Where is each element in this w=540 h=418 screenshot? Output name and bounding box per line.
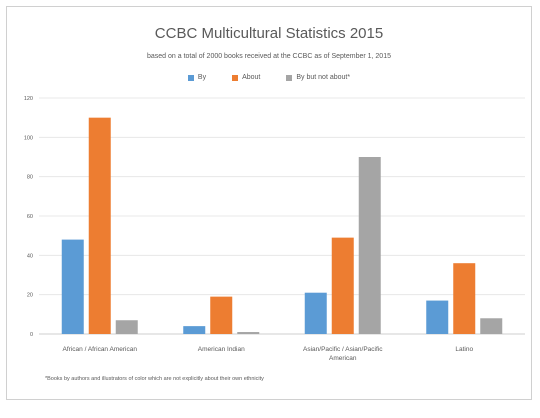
bar-bybutnotabout-3 <box>480 318 503 334</box>
bar-bybutnotabout-1 <box>237 332 260 334</box>
chart-frame: CCBC Multicultural Statistics 2015 based… <box>6 6 532 400</box>
y-tick-label-0: 0 <box>30 332 33 338</box>
x-tick-label-1-0: American Indian <box>198 346 245 353</box>
legend-label-by: By <box>197 74 207 81</box>
footnote: *Books by authors and illustrators of co… <box>45 376 264 382</box>
y-tick-label-60: 60 <box>27 214 33 220</box>
bar-by-1 <box>183 326 206 334</box>
bar-about-3 <box>453 263 476 334</box>
y-tick-label-120: 120 <box>24 96 33 102</box>
legend-label-about: About <box>242 74 261 81</box>
legend-swatch-by-not-about <box>286 74 293 81</box>
y-tick-label-20: 20 <box>27 293 33 299</box>
bar-by-0 <box>61 239 84 334</box>
bar-by-3 <box>426 300 449 334</box>
bar-about-2 <box>331 237 354 334</box>
x-tick-label-0-0: African / African American <box>63 346 138 353</box>
y-tick-label-40: 40 <box>27 253 33 259</box>
x-tick-label-2-0: Asian/Pacific / Asian/Pacific <box>303 346 383 353</box>
legend-label-by-not-about: By but not about* <box>296 74 351 81</box>
legend: By About By but not about* <box>7 74 531 81</box>
chart-subtitle: based on a total of 2000 books received … <box>147 53 391 60</box>
bar-bybutnotabout-2 <box>358 157 381 334</box>
bar-bybutnotabout-0 <box>115 320 138 334</box>
legend-item-about: About <box>232 74 260 81</box>
chart-title: CCBC Multicultural Statistics 2015 <box>154 25 384 42</box>
x-tick-label-3-0: Latino <box>455 346 473 353</box>
plot-area: 0 20 40 60 80 100 120 African / African America… <box>24 96 525 362</box>
legend-swatch-by <box>187 74 194 81</box>
bar-by-2 <box>304 292 327 334</box>
y-tick-label-80: 80 <box>27 175 33 181</box>
legend-item-by-not-about: By but not about* <box>286 74 350 81</box>
x-tick-label-2-1: American <box>329 355 357 362</box>
bar-about-0 <box>88 117 111 335</box>
bar-about-1 <box>210 296 233 334</box>
legend-item-by: By <box>187 74 207 81</box>
legend-swatch-about <box>232 74 239 81</box>
y-tick-label-100: 100 <box>24 135 33 141</box>
